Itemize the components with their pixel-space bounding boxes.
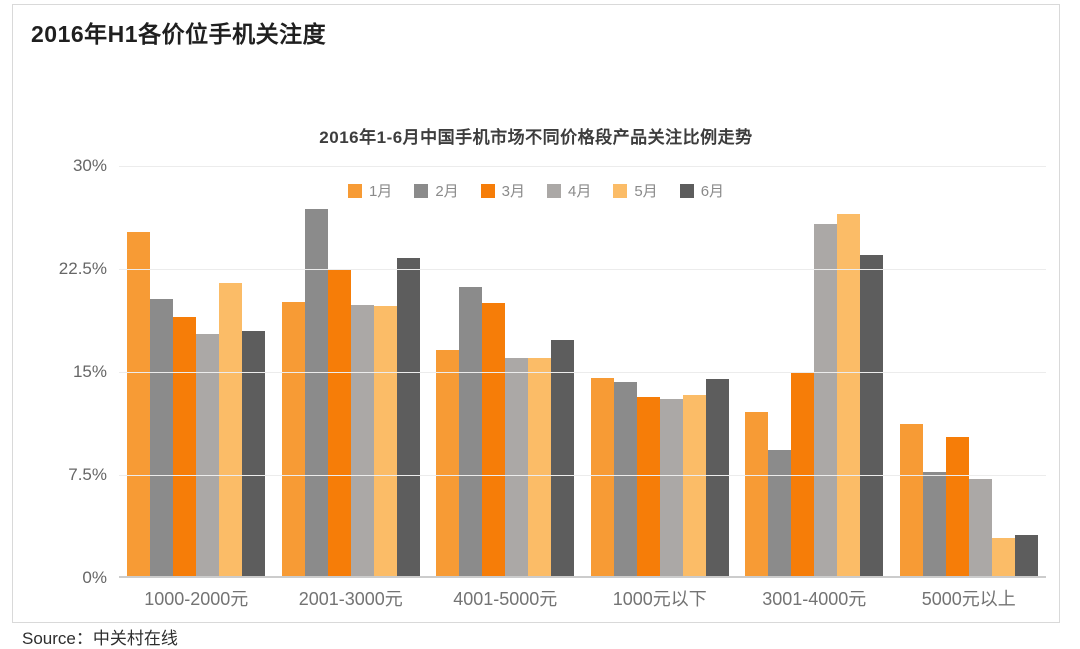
bar-group [737, 166, 892, 578]
y-tick-label: 7.5% [68, 465, 107, 484]
bar-6月 [1014, 535, 1038, 578]
bar-groups [119, 166, 1046, 578]
legend-label: 5月 [634, 183, 658, 200]
bar-1月 [899, 424, 923, 578]
legend-label: 6月 [700, 183, 725, 200]
source-line: Source：中关村在线 [22, 629, 178, 648]
legend-swatch [414, 183, 429, 198]
bar-3月 [945, 436, 969, 578]
legend-swatch [679, 183, 694, 198]
bar-1月 [590, 377, 614, 578]
bar-5月 [219, 282, 243, 578]
bar-4月 [505, 358, 529, 578]
bar-6月 [242, 330, 266, 578]
legend-item: 5月 [613, 180, 658, 201]
bar-5月 [991, 538, 1015, 578]
bar-1月 [436, 350, 460, 578]
bar-2月 [304, 208, 328, 578]
x-axis-line [119, 576, 1046, 578]
bar-2月 [768, 450, 792, 578]
bar-6月 [860, 255, 884, 578]
legend-label: 4月 [568, 183, 592, 200]
legend-swatch [347, 183, 362, 198]
bar-1月 [281, 301, 305, 578]
bar-3月 [327, 270, 351, 578]
bar-group [274, 166, 429, 578]
x-axis-label: 4001-5000元 [453, 589, 558, 609]
legend-swatch [480, 183, 495, 198]
legend-item: 6月 [679, 180, 725, 201]
legend-label: 1月 [368, 183, 393, 200]
bar-3月 [173, 317, 197, 578]
chart-title: 2016年1-6月中国手机市场不同价格段产品关注比例走势 [319, 128, 753, 147]
bar-2月 [922, 472, 946, 578]
y-tick-label: 22.5% [58, 259, 107, 278]
gridline [119, 372, 1046, 373]
y-tick-label: 30% [72, 156, 107, 175]
bar-4月 [196, 333, 220, 578]
bar-group [428, 166, 583, 578]
legend-swatch [547, 183, 561, 198]
y-tick-label: 15% [72, 362, 107, 381]
legend-item: 2月 [414, 180, 459, 201]
bar-3月 [482, 303, 506, 578]
page-title: 2016年H1各价位手机关注度 [31, 21, 327, 47]
bar-group [583, 166, 738, 578]
x-axis-label: 1000-2000元 [144, 589, 249, 609]
bar-2月 [613, 381, 637, 578]
legend-label: 2月 [435, 183, 459, 200]
legend-item: 3月 [480, 180, 525, 201]
y-axis: 30% 22.5% 15% 7.5% 0% [13, 156, 107, 587]
bar-6月 [396, 258, 420, 578]
legend: 1月 2月 3月 4月 5月 6月 [13, 180, 1059, 201]
bar-4月 [968, 479, 992, 578]
bar-4月 [659, 399, 683, 578]
bar-3月 [636, 396, 660, 578]
plot-area [119, 166, 1046, 578]
gridline [119, 166, 1046, 167]
x-axis-label: 1000元以下 [612, 589, 707, 609]
chart-card: 2016年H1各价位手机关注度 2016年1-6月中国手机市场不同价格段产品关注… [12, 4, 1060, 623]
bar-5月 [837, 214, 861, 578]
bar-4月 [350, 304, 374, 578]
legend-label: 3月 [501, 183, 525, 200]
bar-5月 [373, 306, 397, 578]
bar-2月 [150, 299, 174, 578]
y-tick-label: 0% [82, 568, 107, 587]
x-axis-labels: 1000-2000元 2001-3000元 4001-5000元 1000元以下 300… [119, 585, 1046, 611]
legend-swatch [613, 183, 628, 198]
bar-group [119, 166, 274, 578]
bar-group [892, 166, 1047, 578]
legend-item: 4月 [547, 180, 591, 201]
bar-5月 [528, 358, 552, 578]
bar-6月 [705, 378, 729, 578]
x-axis-label: 5000元以上 [921, 589, 1016, 609]
legend-item: 1月 [347, 180, 393, 201]
bar-4月 [814, 223, 838, 578]
bar-1月 [745, 411, 769, 578]
bar-6月 [551, 340, 575, 578]
bar-5月 [682, 395, 706, 578]
gridline [119, 475, 1046, 476]
gridline [119, 269, 1046, 270]
bar-2月 [459, 286, 483, 578]
x-axis-label: 2001-3000元 [298, 589, 403, 609]
bar-1月 [127, 231, 151, 578]
x-axis-label: 3001-4000元 [762, 589, 867, 609]
